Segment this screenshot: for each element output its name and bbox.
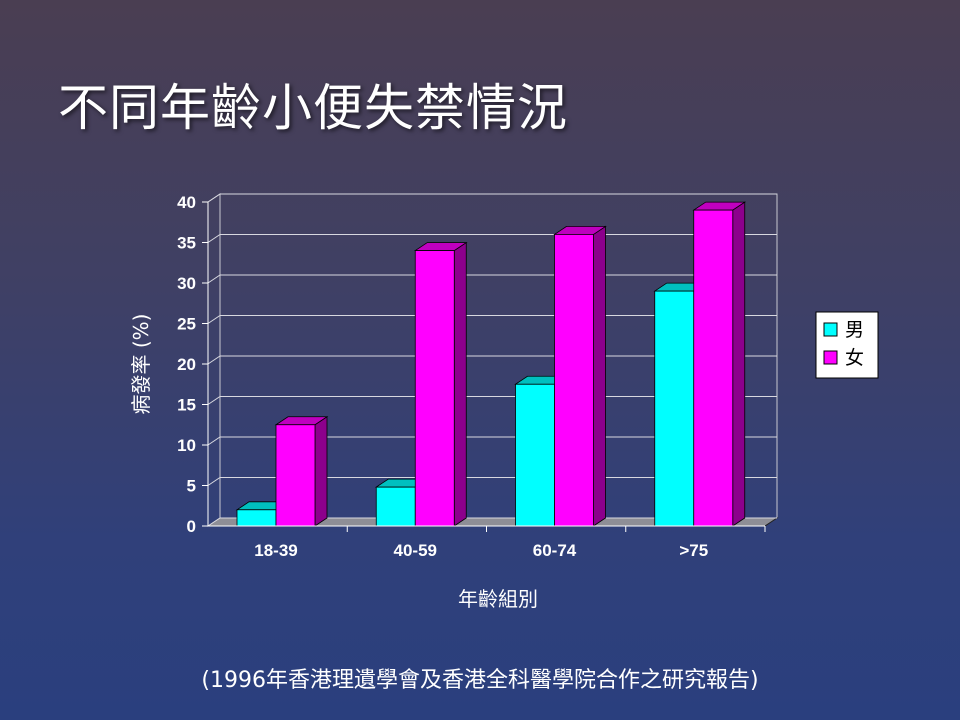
bar xyxy=(274,416,329,527)
bar-front xyxy=(554,233,594,527)
x-axis: 18-39 40-59 60-74 >75 xyxy=(208,525,766,560)
slide-title: 不同年齡小便失禁情況 xyxy=(58,79,568,137)
legend-swatch xyxy=(823,322,838,337)
y-tick-label: 40 xyxy=(177,193,196,212)
gridline xyxy=(207,193,777,203)
bar-front xyxy=(515,383,555,527)
y-tick-label: 0 xyxy=(187,517,196,536)
bar xyxy=(553,225,607,527)
x-axis-label: 年齡組別 xyxy=(458,587,538,611)
bar-front xyxy=(693,209,734,527)
x-tick-label: 40-59 xyxy=(394,541,437,560)
bar-front xyxy=(414,250,455,527)
bar-side xyxy=(453,241,467,527)
y-tick-label: 35 xyxy=(177,234,196,253)
y-tick-label: 5 xyxy=(187,477,196,496)
chart-legend: 男女 xyxy=(815,311,879,379)
bar-side xyxy=(593,225,606,527)
gridline xyxy=(207,234,777,243)
bar-front xyxy=(236,509,277,527)
bar-side xyxy=(732,201,746,527)
chart-bars xyxy=(235,201,747,527)
y-tick-label: 20 xyxy=(177,355,196,374)
x-tick-label: >75 xyxy=(679,541,708,560)
bar-front xyxy=(375,486,416,527)
gridline xyxy=(207,274,777,284)
y-axis-label: 病發率 (%) xyxy=(129,314,153,415)
legend-label: 男 xyxy=(845,319,864,341)
bar xyxy=(413,241,468,527)
y-tick-label: 15 xyxy=(177,396,196,415)
bar xyxy=(692,201,747,527)
legend-label: 女 xyxy=(845,347,864,369)
bar-front xyxy=(275,424,316,527)
bar-front xyxy=(654,290,695,527)
x-tick-label: 60-74 xyxy=(533,541,577,560)
x-tick-label: 18-39 xyxy=(254,541,297,560)
legend-swatch xyxy=(823,350,838,365)
bar-side xyxy=(314,416,328,527)
y-tick-label: 10 xyxy=(177,436,196,455)
y-tick-label: 25 xyxy=(177,315,196,334)
source-footnote: (1996年香港理遺學會及香港全科醫學院合作之研究報告) xyxy=(201,668,759,693)
legend-box xyxy=(815,311,879,379)
y-tick-label: 30 xyxy=(177,274,196,293)
y-axis: 0 5 10 15 20 25 30 35 40 xyxy=(177,193,209,536)
